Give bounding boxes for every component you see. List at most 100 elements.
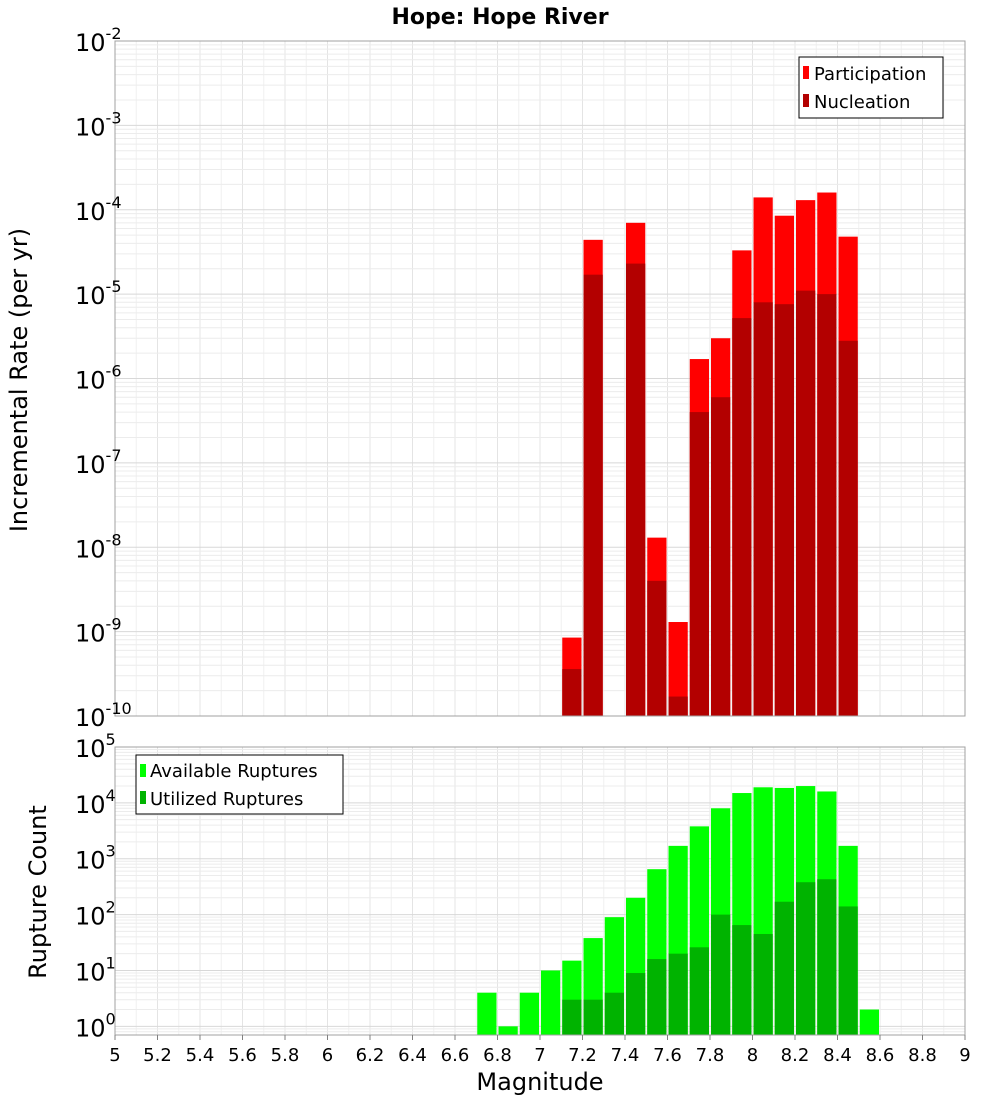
x-tick-label: 6 xyxy=(322,1045,333,1066)
rate-y-tick-base: 10 xyxy=(75,198,106,226)
rate-y-tick-exponent: -4 xyxy=(106,193,122,212)
rate-bar-s1 xyxy=(796,290,816,716)
count-y-tick-label: 100 xyxy=(75,1009,116,1042)
count-y-tick-base: 10 xyxy=(75,735,106,763)
rate-bar-s1 xyxy=(732,318,752,716)
x-axis-ticks: 5 5.2 5.4 5.6 5.8 6 6.2 6.4 6.6 6.8 7 7.2 7.4 7.6 7.8 8… xyxy=(109,1035,971,1066)
rate-plot-bars xyxy=(562,192,858,717)
rate-y-ticks: 10-210-310-410-510-610-710-810-910-10 xyxy=(75,24,132,732)
count-bar-s1 xyxy=(583,999,603,1035)
x-tick-label: 5 xyxy=(109,1045,120,1066)
rate-y-tick-base: 10 xyxy=(75,704,106,732)
nucleation-legend-label: Nucleation xyxy=(814,92,910,113)
count-bar-s0 xyxy=(477,992,497,1035)
count-y-axis-label: Rupture Count xyxy=(24,805,52,979)
count-y-tick-exponent: 4 xyxy=(106,786,116,805)
rate-y-tick-base: 10 xyxy=(75,367,106,395)
rate-bar-s1 xyxy=(583,274,603,716)
count-bar-s1 xyxy=(774,901,794,1035)
rate-y-axis-label: Incremental Rate (per yr) xyxy=(5,228,33,532)
rate-y-tick-label: 10-4 xyxy=(75,193,122,226)
rate-bar-s1 xyxy=(668,696,688,716)
rate-plot-grid xyxy=(114,41,966,717)
count-y-tick-label: 101 xyxy=(75,953,116,986)
count-y-tick-exponent: 2 xyxy=(106,898,116,917)
count-bar-s1 xyxy=(732,925,752,1035)
rate-y-tick-base: 10 xyxy=(75,451,106,479)
x-tick-label: 5.4 xyxy=(186,1045,215,1066)
count-y-tick-exponent: 1 xyxy=(106,953,116,972)
rate-y-tick-base: 10 xyxy=(75,29,106,57)
count-y-tick-label: 105 xyxy=(75,730,116,763)
rate-bar-s1 xyxy=(711,397,731,716)
rate-legend: Participation Nucleation xyxy=(798,56,944,119)
count-bar-s1 xyxy=(689,947,709,1035)
rate-bar-s1 xyxy=(647,580,667,716)
rate-bar-s1 xyxy=(817,294,837,716)
x-tick-label: 8.4 xyxy=(823,1045,852,1066)
x-tick-label: 8.8 xyxy=(908,1045,937,1066)
x-tick-label: 5.2 xyxy=(143,1045,172,1066)
count-y-tick-label: 104 xyxy=(75,786,116,819)
rate-plot-border xyxy=(114,40,966,717)
x-tick-label: 7.2 xyxy=(568,1045,597,1066)
count-y-tick-exponent: 0 xyxy=(106,1009,116,1028)
utilized-legend-label: Utilized Ruptures xyxy=(150,789,303,810)
rate-y-tick-label: 10-6 xyxy=(75,362,122,395)
count-bar-s1 xyxy=(668,953,688,1035)
chart-title: Hope: Hope River xyxy=(391,5,608,30)
count-bar-s1 xyxy=(604,992,624,1035)
available-legend-swatch xyxy=(140,764,146,777)
x-tick-label: 8 xyxy=(747,1045,758,1066)
count-y-tick-label: 102 xyxy=(75,898,116,931)
x-tick-label: 6.6 xyxy=(441,1045,470,1066)
x-tick-label: 7.6 xyxy=(653,1045,682,1066)
rate-y-tick-exponent: -7 xyxy=(106,446,122,465)
rate-y-tick-exponent: -5 xyxy=(106,277,122,296)
rate-y-tick-label: 10-5 xyxy=(75,277,122,310)
rate-y-tick-exponent: -6 xyxy=(106,362,122,381)
available-legend-label: Available Ruptures xyxy=(150,761,318,782)
x-tick-label: 8.2 xyxy=(781,1045,810,1066)
count-y-tick-base: 10 xyxy=(75,791,106,819)
rate-y-tick-base: 10 xyxy=(75,535,106,563)
count-y-tick-base: 10 xyxy=(75,903,106,931)
count-bar-s0 xyxy=(541,970,561,1035)
rate-plot: 10-210-310-410-510-610-710-810-910-10 In… xyxy=(5,24,966,732)
rate-bar-s1 xyxy=(562,669,582,716)
rate-y-tick-exponent: -2 xyxy=(106,24,122,43)
rate-y-tick-label: 10-8 xyxy=(75,530,122,563)
rate-y-tick-label: 10-10 xyxy=(75,699,132,732)
count-bar-s1 xyxy=(838,906,858,1035)
participation-legend-label: Participation xyxy=(814,64,926,85)
x-tick-label: 9 xyxy=(959,1045,970,1066)
count-bar-s0 xyxy=(498,1026,518,1035)
rate-bar-s1 xyxy=(838,340,858,716)
rate-y-tick-exponent: -9 xyxy=(106,615,122,634)
rate-y-tick-exponent: -10 xyxy=(106,699,132,718)
rate-y-tick-exponent: -3 xyxy=(106,108,122,127)
utilized-legend-swatch xyxy=(140,791,146,804)
count-bar-s1 xyxy=(817,879,837,1035)
count-bar-s1 xyxy=(626,973,646,1035)
x-tick-label: 8.6 xyxy=(866,1045,895,1066)
x-axis-label: Magnitude xyxy=(476,1068,603,1096)
x-tick-label: 7.8 xyxy=(696,1045,725,1066)
rate-bar-s1 xyxy=(753,302,773,716)
rate-bar-s1 xyxy=(626,263,646,716)
rate-bar-s1 xyxy=(689,412,709,716)
count-bar-s1 xyxy=(796,882,816,1035)
rate-bar-s1 xyxy=(774,304,794,716)
count-bar-s1 xyxy=(647,959,667,1035)
rate-y-tick-label: 10-7 xyxy=(75,446,122,479)
count-bar-s1 xyxy=(711,914,731,1035)
count-y-tick-exponent: 3 xyxy=(106,842,116,861)
x-tick-label: 6.4 xyxy=(398,1045,427,1066)
rate-bar-s0 xyxy=(668,622,688,716)
count-legend-box xyxy=(135,754,344,815)
participation-legend-swatch xyxy=(803,66,809,79)
rate-y-tick-exponent: -8 xyxy=(106,530,122,549)
